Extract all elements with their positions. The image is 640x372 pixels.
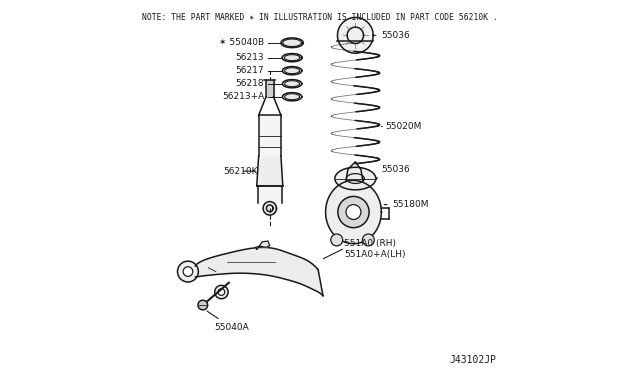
Polygon shape [255,241,270,249]
Text: 56213: 56213 [236,53,264,62]
Circle shape [362,234,374,246]
Circle shape [177,261,198,282]
Text: 56213+A: 56213+A [222,92,264,101]
Text: 56217: 56217 [236,66,264,75]
Circle shape [338,196,369,228]
Text: ✶ 55040B: ✶ 55040B [219,38,264,47]
Polygon shape [282,93,302,101]
Text: 56218: 56218 [236,79,264,88]
Text: 55040A: 55040A [207,311,249,332]
Text: J43102JP: J43102JP [450,355,497,365]
Polygon shape [335,167,376,190]
Text: 55020M: 55020M [381,122,422,131]
Circle shape [331,234,342,246]
Polygon shape [282,54,302,62]
Circle shape [215,285,228,299]
Polygon shape [337,17,373,53]
Polygon shape [257,156,283,186]
Text: 55036: 55036 [376,165,410,179]
Polygon shape [195,247,323,296]
Text: NOTE: THE PART MARKED ✶ IN ILLUSTRATION IS INCLUDED IN PART CODE 56210K .: NOTE: THE PART MARKED ✶ IN ILLUSTRATION … [142,13,498,22]
Text: 55036: 55036 [373,31,410,40]
Text: 551A0+A(LH): 551A0+A(LH) [344,250,406,259]
Circle shape [346,205,361,219]
Polygon shape [263,202,276,215]
Text: 551A0 (RH): 551A0 (RH) [344,239,396,248]
Polygon shape [281,38,303,48]
Circle shape [218,289,225,295]
Polygon shape [266,80,273,97]
Text: 55180M: 55180M [384,200,429,209]
Polygon shape [346,162,363,180]
Polygon shape [282,67,302,75]
Text: 56210K: 56210K [223,167,258,176]
Polygon shape [326,180,381,244]
Polygon shape [259,115,281,156]
Polygon shape [258,186,282,202]
Polygon shape [282,80,302,88]
Circle shape [198,300,207,310]
Circle shape [183,267,193,276]
